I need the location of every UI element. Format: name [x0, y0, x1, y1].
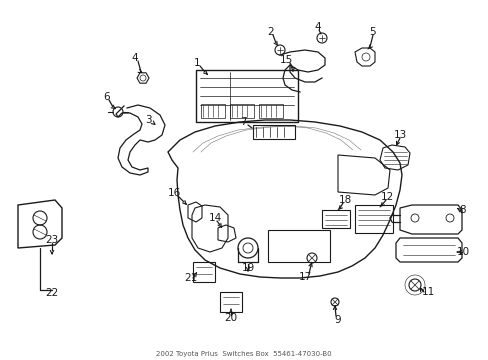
Text: 7: 7 — [239, 117, 246, 127]
Bar — [259, 104, 283, 118]
Bar — [201, 104, 224, 118]
Text: 22: 22 — [45, 288, 59, 298]
Text: 1: 1 — [193, 58, 200, 68]
Bar — [196, 70, 297, 122]
Text: 11: 11 — [421, 287, 434, 297]
Text: 20: 20 — [224, 313, 237, 323]
Text: 5: 5 — [369, 27, 376, 37]
Text: 2: 2 — [267, 27, 274, 37]
Text: 8: 8 — [459, 205, 466, 215]
Text: 4: 4 — [314, 22, 321, 32]
Bar — [252, 125, 294, 139]
Text: 9: 9 — [334, 315, 341, 325]
Text: 4: 4 — [131, 53, 138, 63]
Text: 13: 13 — [392, 130, 406, 140]
Text: 10: 10 — [455, 247, 468, 257]
Bar — [354, 205, 392, 233]
Text: 17: 17 — [298, 272, 311, 282]
Text: 14: 14 — [208, 213, 221, 223]
Bar — [220, 292, 242, 312]
Text: 16: 16 — [167, 188, 180, 198]
Bar — [193, 262, 215, 282]
Bar — [267, 230, 329, 262]
Bar — [321, 210, 349, 228]
Text: 15: 15 — [279, 55, 292, 65]
Text: 12: 12 — [380, 192, 393, 202]
Bar — [229, 104, 253, 118]
Text: 2002 Toyota Prius  Switches Box  55461-47030-B0: 2002 Toyota Prius Switches Box 55461-470… — [156, 351, 331, 357]
Text: 21: 21 — [184, 273, 197, 283]
Text: 18: 18 — [338, 195, 351, 205]
Text: 19: 19 — [241, 263, 254, 273]
Text: 6: 6 — [103, 92, 110, 102]
Text: 3: 3 — [144, 115, 151, 125]
Text: 23: 23 — [45, 235, 59, 245]
